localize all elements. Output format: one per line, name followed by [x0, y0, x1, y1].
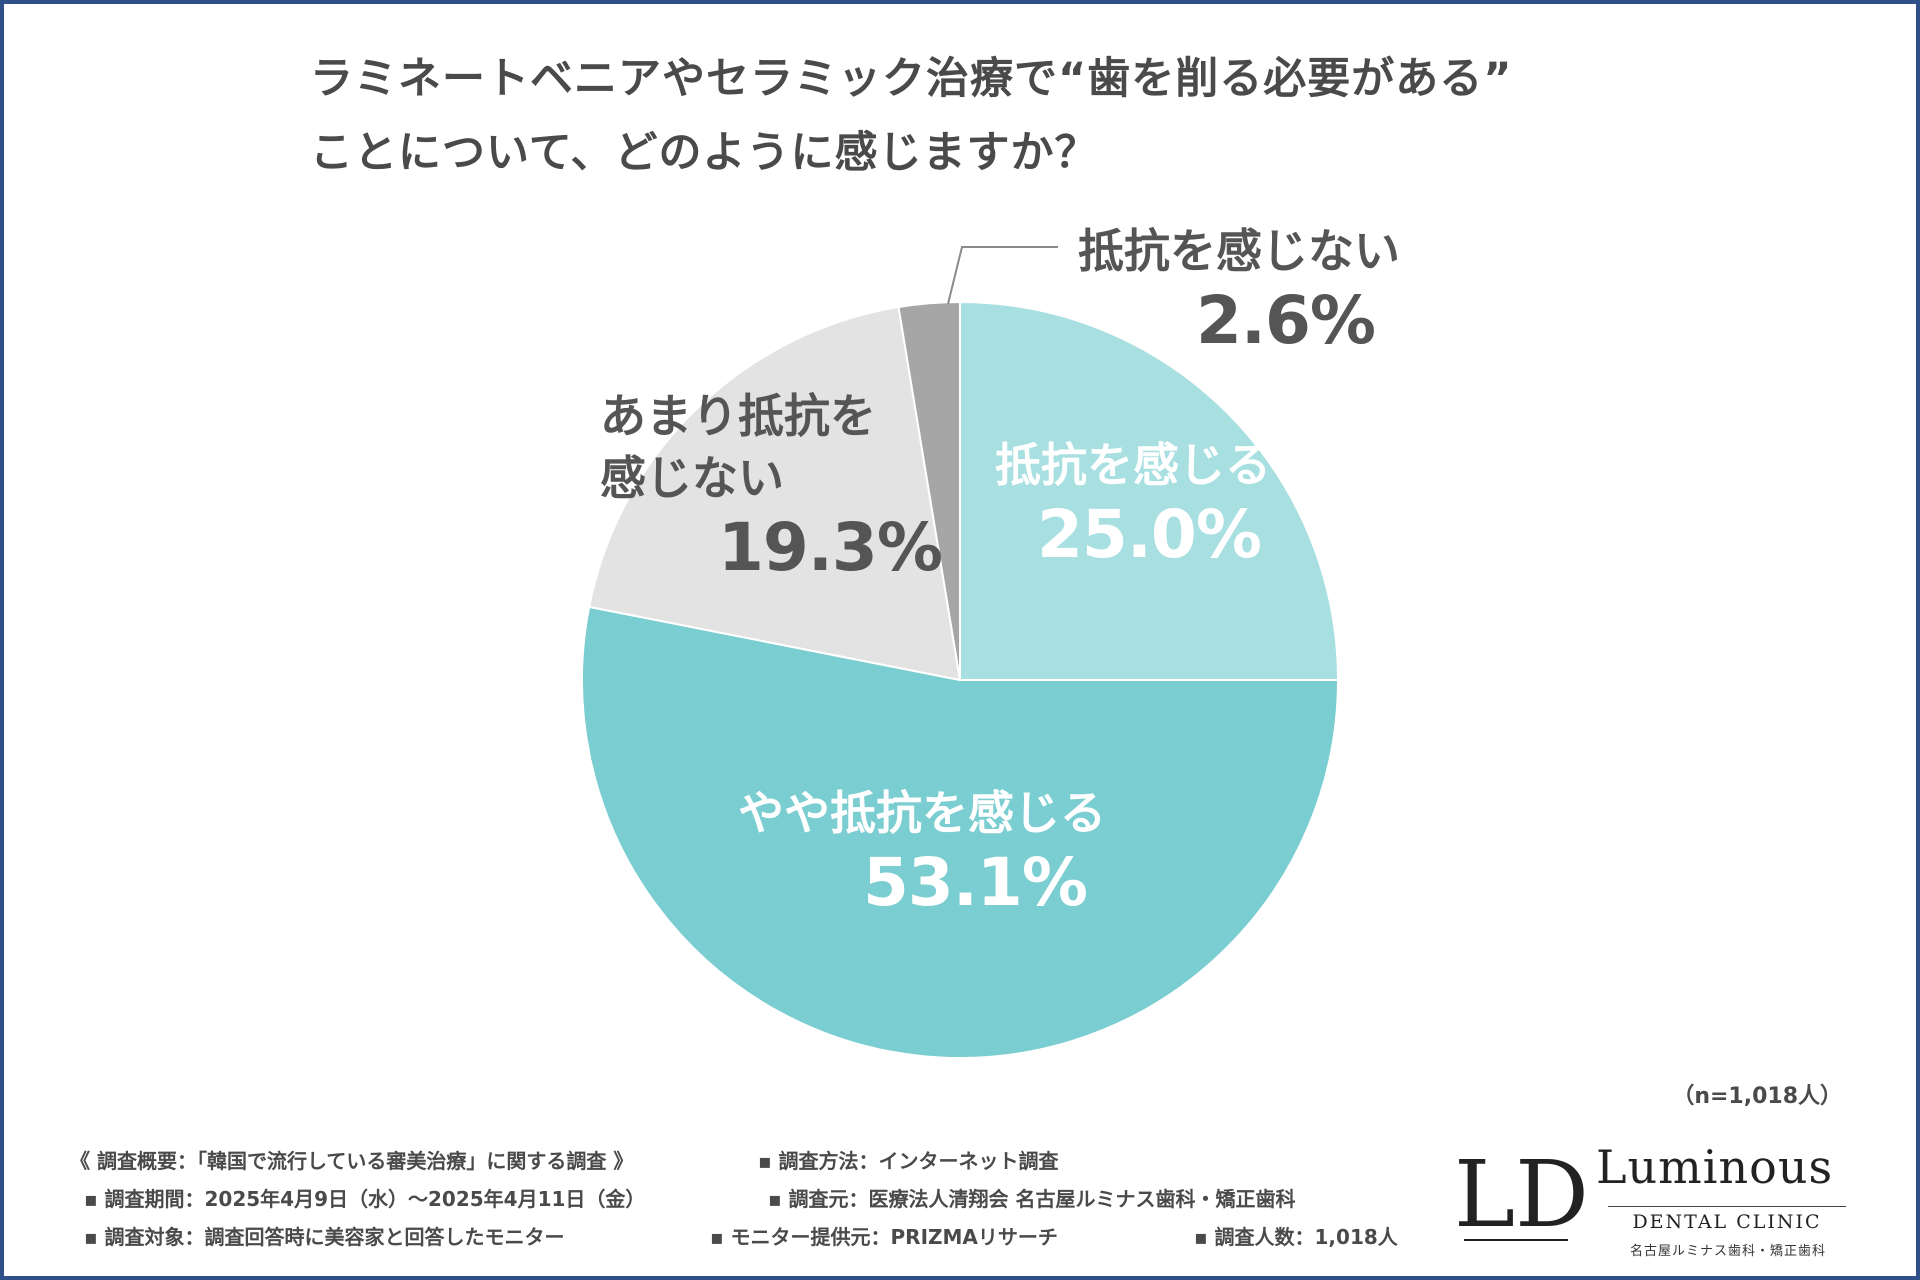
- logo-subtitle: DENTAL CLINIC: [1608, 1206, 1846, 1233]
- slice-label-2-value: 53.1%: [863, 844, 1088, 921]
- slice-label-3-category-line2: 感じない: [600, 451, 784, 505]
- svg-text:LD: LD: [1454, 1141, 1588, 1248]
- sample-size-note: （n=1,018人）: [1672, 1084, 1842, 1109]
- footer-method: ▪ 調査方法：インターネット調査: [758, 1149, 1059, 1173]
- slice-label-4-category: 抵抗を感じない: [1078, 224, 1400, 278]
- footer-source: ▪ 調査元：医療法人清翔会 名古屋ルミナス歯科・矯正歯科: [768, 1187, 1296, 1211]
- ld-monogram-icon: LD: [1454, 1141, 1589, 1248]
- slice-label-4-value: 2.6%: [1196, 282, 1376, 359]
- leader-line: [947, 246, 1058, 305]
- title-line-1: ラミネートベニアやセラミック治療で“歯を削る必要がある”: [310, 54, 1513, 104]
- clinic-logo: LD Luminous DENTAL CLINIC 名古屋ルミナス歯科・矯正歯科: [1448, 1140, 1868, 1260]
- pie-slice-3: [587, 305, 962, 682]
- footer-period: ▪ 調査期間：2025年4月9日（水）～2025年4月11日（金）: [84, 1187, 646, 1211]
- footer-overview: 《 調査概要：「韓国で流行している審美治療」に関する調査 》: [70, 1149, 634, 1173]
- survey-footer: 《 調査概要：「韓国で流行している審美治療」に関する調査 》 ▪ 調査方法：イン…: [70, 1142, 1430, 1256]
- pie-slice-1: [959, 300, 1340, 681]
- logo-name: Luminous: [1596, 1140, 1834, 1194]
- slice-label-2-category: やや抵抗を感じる: [738, 786, 1106, 840]
- slice-label-2: やや抵抗を感じる 53.1%: [738, 782, 1106, 921]
- slice-label-1-value: 25.0%: [1037, 496, 1262, 573]
- slice-label-1-category: 抵抗を感じる: [995, 438, 1271, 492]
- title-line-2: ことについて、どのように感じますか？: [310, 128, 1099, 178]
- slice-label-3-category-line1: あまり抵抗を: [600, 389, 876, 443]
- slice-label-3-value: 19.3%: [718, 509, 943, 586]
- pie-slice-2: [581, 605, 1340, 1059]
- slice-label-1: 抵抗を感じる 25.0%: [995, 434, 1271, 573]
- footer-respondents: ▪ 調査人数：1,018人: [1194, 1225, 1398, 1249]
- slice-label-3: あまり抵抗を 感じない 19.3%: [600, 385, 943, 586]
- footer-target: ▪ 調査対象：調査回答時に美容家と回答したモニター: [84, 1225, 565, 1249]
- pie-slice-4: [897, 300, 961, 681]
- chart-title: ラミネートベニアやセラミック治療で“歯を削る必要がある” ことについて、どのよう…: [310, 42, 1710, 190]
- footer-provider: ▪ モニター提供元：PRIZMAリサーチ: [710, 1225, 1058, 1249]
- slice-label-4: 抵抗を感じない 2.6%: [1078, 220, 1400, 359]
- logo-japanese-name: 名古屋ルミナス歯科・矯正歯科: [1629, 1244, 1826, 1259]
